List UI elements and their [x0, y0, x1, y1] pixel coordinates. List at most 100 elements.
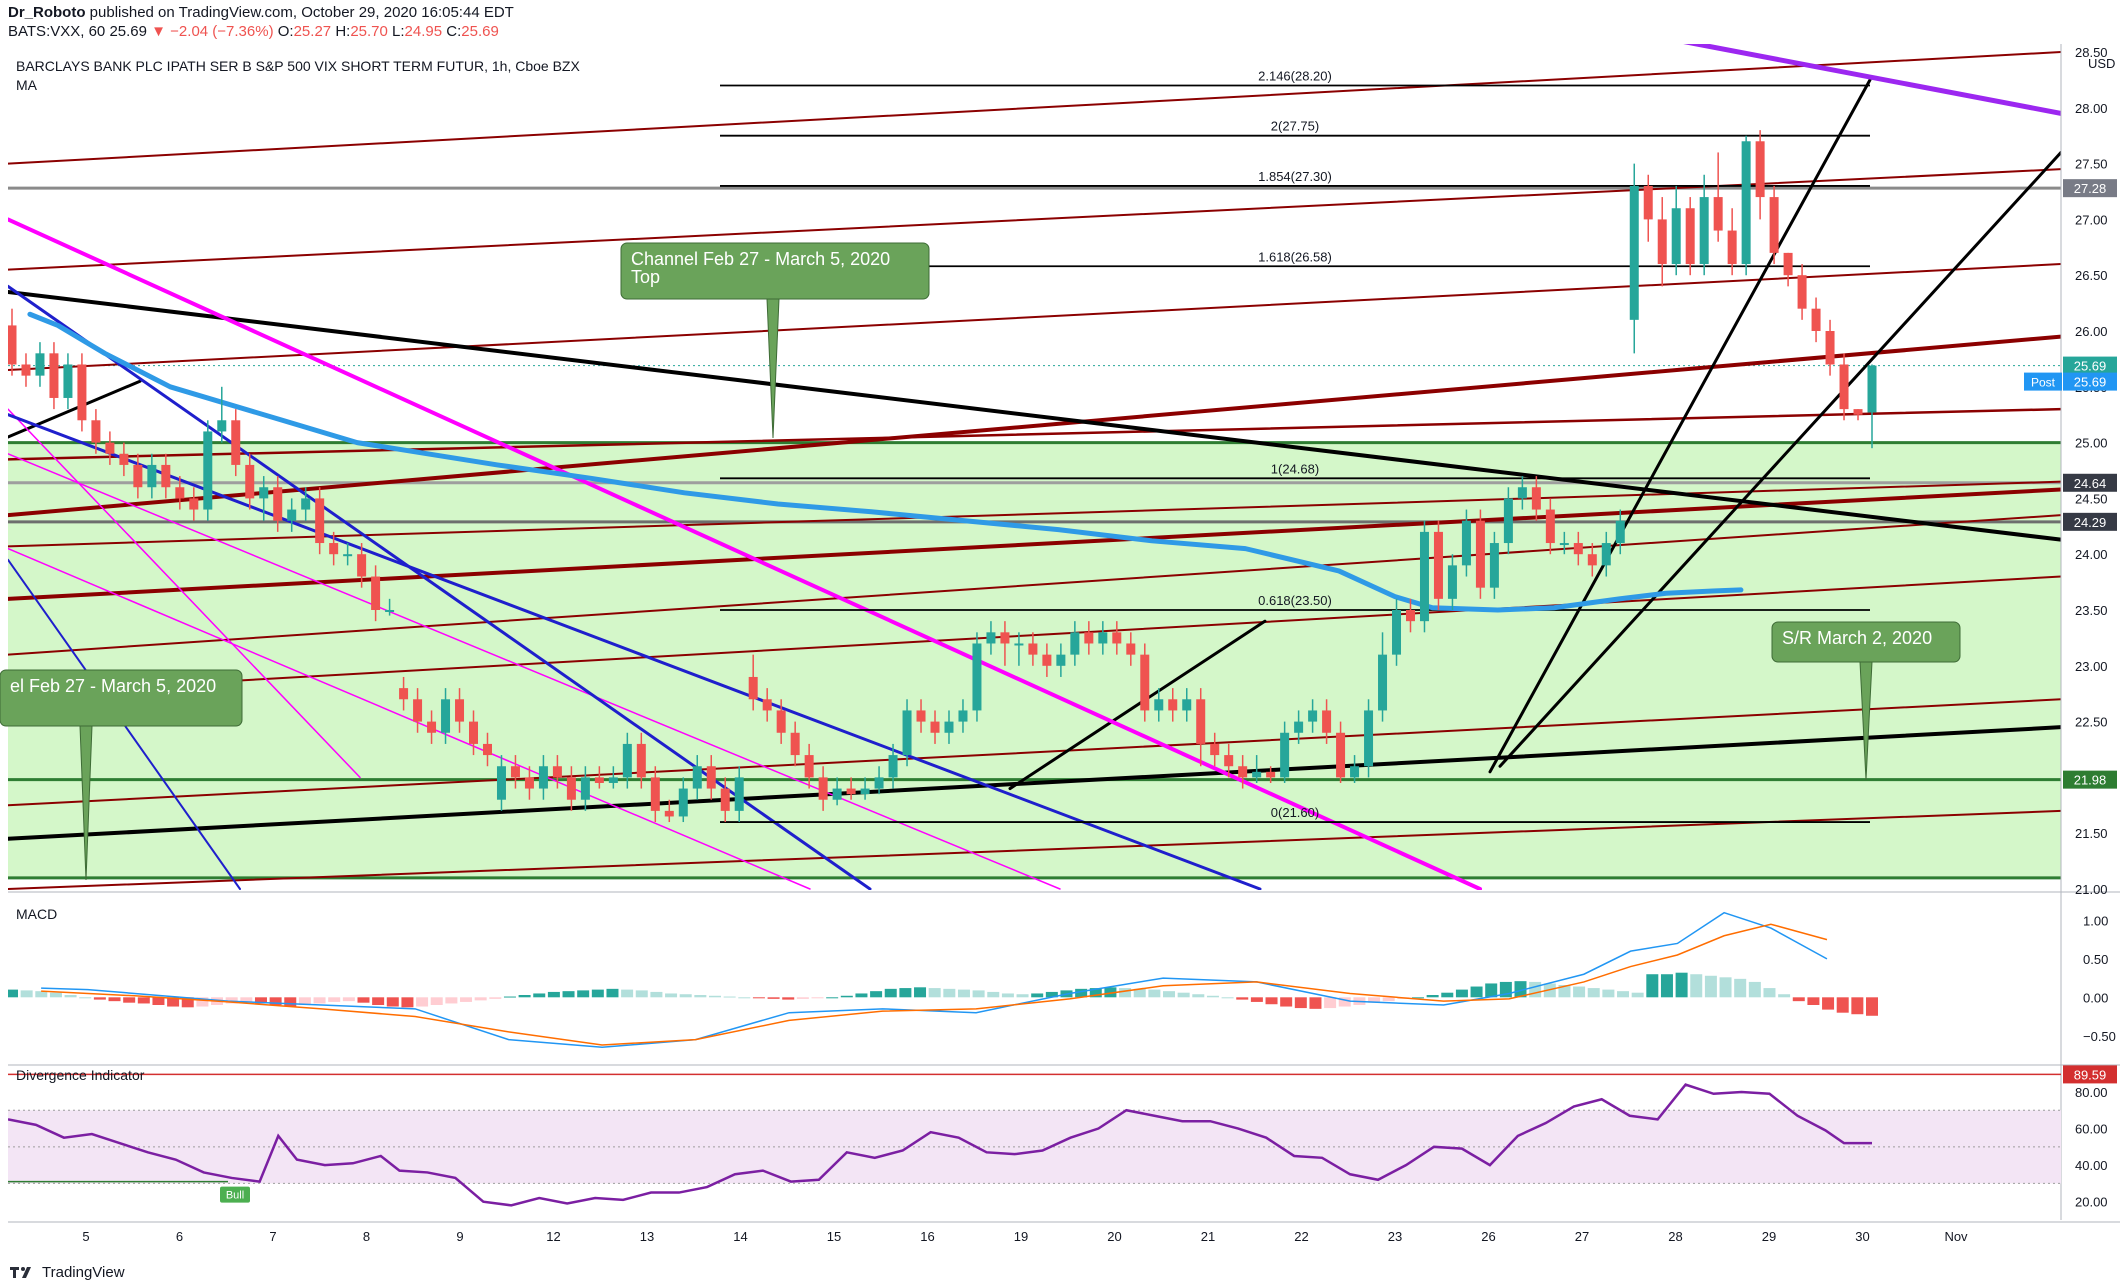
candle-body: [678, 788, 688, 817]
candle-body: [203, 431, 213, 510]
macd-histogram-bar: [1587, 988, 1600, 998]
candle-body: [455, 699, 465, 722]
candle-body: [566, 777, 576, 800]
time-tick-label: 16: [920, 1229, 934, 1244]
channel-line: [8, 514, 2061, 656]
time-tick-label: 19: [1014, 1229, 1028, 1244]
candle-body: [1531, 487, 1541, 510]
macd-histogram-bar: [1690, 974, 1703, 998]
candle-body: [1238, 766, 1248, 778]
candle-body: [301, 498, 311, 510]
candle-body: [1014, 643, 1024, 646]
candle-body: [958, 710, 968, 722]
time-tick-label: 28: [1668, 1229, 1682, 1244]
candle-body: [1671, 208, 1681, 265]
candle-body: [315, 498, 325, 544]
candle-body: [217, 420, 227, 432]
candle-body: [1545, 509, 1555, 544]
macd-histogram-bar: [123, 997, 136, 1003]
macd-histogram-bar: [386, 997, 399, 1007]
macd-histogram-bar: [665, 993, 678, 998]
candle-body: [944, 721, 954, 733]
channel-midline: [8, 334, 2061, 518]
macd-histogram-bar: [811, 997, 824, 999]
price-badge-label: 25.69: [2074, 359, 2107, 374]
candle-body: [441, 699, 451, 733]
candle-body: [119, 453, 129, 465]
channel-line: [8, 698, 2061, 807]
channel-line: [8, 263, 2061, 372]
time-tick-label: 29: [1762, 1229, 1776, 1244]
candle-body: [8, 325, 17, 365]
price-tick-label: 26.50: [2075, 268, 2108, 283]
macd-histogram-bar: [752, 997, 765, 999]
candle-body: [1769, 197, 1779, 253]
price-badge: [2063, 473, 2117, 492]
candle-body: [1699, 197, 1709, 265]
macd-histogram-bar: [1382, 997, 1395, 1002]
macd-histogram-bar: [1631, 992, 1644, 998]
author-name[interactable]: Dr_Roboto: [8, 4, 86, 21]
candle-body: [1000, 632, 1010, 644]
macd-histogram-bar: [20, 990, 33, 998]
divergence-line: [8, 1083, 1872, 1207]
candle-body: [1741, 141, 1751, 265]
candle-body: [1839, 364, 1849, 410]
currency-label: USD: [2088, 56, 2115, 71]
channel-line: [8, 809, 2061, 890]
macd-histogram-bar: [167, 997, 180, 1007]
candle-body: [91, 420, 101, 443]
close-value: 25.69: [461, 23, 499, 40]
macd-histogram-bar: [914, 987, 927, 998]
macd-histogram-bar: [430, 997, 443, 1005]
candle-body: [1755, 141, 1765, 198]
channel-line: [8, 480, 2061, 548]
candle-body: [231, 420, 241, 465]
ma-label: MA: [16, 77, 38, 93]
macd-histogram-bar: [1031, 993, 1044, 998]
candle-body: [1084, 632, 1094, 644]
macd-histogram-bar: [489, 997, 502, 999]
macd-histogram-bar: [796, 997, 809, 999]
candle-body: [21, 364, 31, 376]
candle-body: [1364, 710, 1374, 767]
tradingview-brand[interactable]: TradingView: [42, 1263, 125, 1281]
post-market-price: 25.69: [2074, 375, 2107, 390]
price-tick-label: 28.00: [2075, 101, 2108, 116]
macd-histogram-bar: [1573, 986, 1586, 998]
price-badge-label: 24.64: [2074, 476, 2107, 491]
symbol-quote: BATS:VXX, 60 25.69 ▼ −2.04 (−7.36%) O:25…: [8, 23, 499, 40]
candle-body: [1643, 185, 1653, 220]
candle-body: [161, 464, 171, 488]
macd-histogram-bar: [181, 997, 194, 1008]
macd-histogram-bar: [621, 989, 634, 998]
price-tick-label: 21.50: [2075, 826, 2108, 841]
channel-line: [8, 407, 2061, 461]
macd-histogram-bar: [152, 997, 165, 1005]
candle-body: [1252, 771, 1262, 778]
candle-body: [804, 755, 814, 778]
macd-line: [41, 911, 1828, 1049]
candle-body: [1266, 771, 1276, 778]
candle-body: [343, 554, 353, 557]
candle-body: [720, 788, 730, 811]
tradingview-logo-icon: [10, 1267, 31, 1278]
time-tick-label: 23: [1388, 1229, 1402, 1244]
candle-body: [1685, 208, 1695, 265]
candle-body: [1797, 275, 1807, 309]
candle-body: [1112, 632, 1122, 644]
high-label: H:: [335, 23, 351, 40]
candle-body: [1559, 543, 1569, 546]
candle-body: [1517, 487, 1527, 499]
candle-body: [860, 788, 870, 795]
macd-histogram-bar: [1206, 995, 1219, 998]
time-tick-label: 14: [733, 1229, 747, 1244]
candle-body: [650, 777, 660, 811]
price-badge: [2063, 179, 2117, 198]
macd-histogram-bar: [562, 991, 575, 998]
candle-body: [357, 554, 367, 577]
candle-body: [1615, 520, 1625, 544]
axes: 28.5028.0027.5027.0026.5026.0025.5025.00…: [82, 45, 2117, 1244]
macd-histogram-bar: [957, 989, 970, 998]
